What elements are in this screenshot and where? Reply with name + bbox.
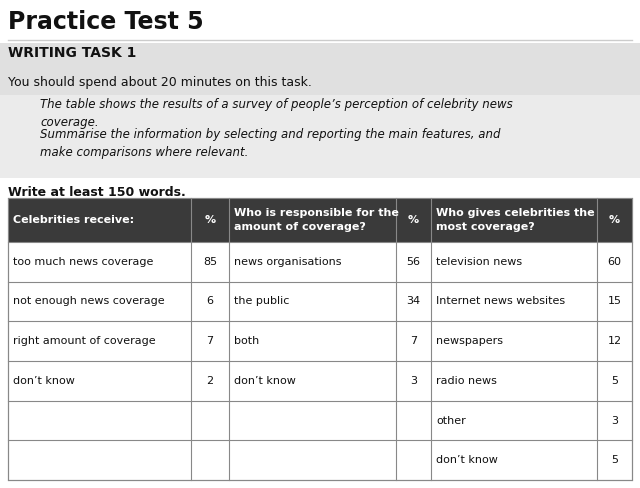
- Text: the public: the public: [234, 297, 289, 306]
- Text: 7: 7: [410, 336, 417, 346]
- Text: You should spend about 20 minutes on this task.: You should spend about 20 minutes on thi…: [8, 76, 312, 89]
- Text: right amount of coverage: right amount of coverage: [13, 336, 156, 346]
- Text: 3: 3: [410, 376, 417, 386]
- Text: 15: 15: [607, 297, 621, 306]
- Text: 5: 5: [611, 455, 618, 465]
- Text: Celebrities receive:: Celebrities receive:: [13, 215, 134, 225]
- Text: news organisations: news organisations: [234, 257, 342, 267]
- Text: television news: television news: [436, 257, 522, 267]
- Text: WRITING TASK 1: WRITING TASK 1: [8, 46, 136, 60]
- Text: both: both: [234, 336, 259, 346]
- Bar: [8, 198, 632, 242]
- Text: 85: 85: [203, 257, 217, 267]
- Text: Who gives celebrities the
most coverage?: Who gives celebrities the most coverage?: [436, 208, 595, 232]
- Text: radio news: radio news: [436, 376, 497, 386]
- Text: 2: 2: [207, 376, 214, 386]
- Text: not enough news coverage: not enough news coverage: [13, 297, 164, 306]
- Text: too much news coverage: too much news coverage: [13, 257, 154, 267]
- Text: 60: 60: [607, 257, 621, 267]
- Text: Internet news websites: Internet news websites: [436, 297, 565, 306]
- Text: don’t know: don’t know: [13, 376, 75, 386]
- Text: newspapers: newspapers: [436, 336, 503, 346]
- Text: Summarise the information by selecting and reporting the main features, and
make: Summarise the information by selecting a…: [40, 128, 500, 159]
- Text: don’t know: don’t know: [234, 376, 296, 386]
- Bar: [0, 43, 640, 95]
- Text: %: %: [408, 215, 419, 225]
- Text: The table shows the results of a survey of people’s perception of celebrity news: The table shows the results of a survey …: [40, 98, 513, 129]
- Text: 3: 3: [611, 415, 618, 426]
- Text: 5: 5: [611, 376, 618, 386]
- Bar: [8, 198, 632, 480]
- Text: Practice Test 5: Practice Test 5: [8, 10, 204, 34]
- Bar: [0, 95, 640, 178]
- Text: Write at least 150 words.: Write at least 150 words.: [8, 186, 186, 199]
- Text: 12: 12: [607, 336, 621, 346]
- Text: Who is responsible for the
amount of coverage?: Who is responsible for the amount of cov…: [234, 208, 399, 232]
- Text: 56: 56: [406, 257, 420, 267]
- Text: other: other: [436, 415, 466, 426]
- Text: %: %: [204, 215, 216, 225]
- Text: 7: 7: [207, 336, 214, 346]
- Text: %: %: [609, 215, 620, 225]
- Text: 6: 6: [207, 297, 214, 306]
- Text: 34: 34: [406, 297, 420, 306]
- Text: don’t know: don’t know: [436, 455, 498, 465]
